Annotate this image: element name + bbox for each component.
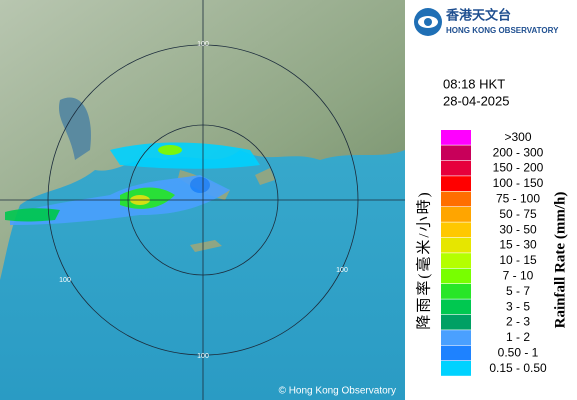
legend-label: 200 - 300 — [493, 145, 544, 159]
legend-title-zh: 降雨率(毫米/小時) — [414, 190, 432, 329]
legend-label: 50 - 75 — [499, 207, 537, 221]
legend-label: 75 - 100 — [496, 191, 540, 205]
logo — [414, 8, 442, 36]
ring-label: 100 — [197, 41, 209, 48]
legend-label: 10 - 15 — [499, 253, 537, 267]
legend-swatch — [441, 284, 471, 299]
legend-label: 0.15 - 0.50 — [489, 361, 547, 375]
ring-label: 100 — [197, 353, 209, 360]
legend-swatch — [441, 130, 471, 145]
legend-swatch — [441, 253, 471, 268]
legend-title-en: Rainfall Rate (mm/h) — [552, 192, 568, 329]
legend-swatch — [441, 268, 471, 284]
logo-en: HONG KONG OBSERVATORY — [446, 26, 559, 35]
date: 28-04-2025 — [443, 93, 510, 108]
legend-swatch — [441, 176, 471, 191]
legend-label: 3 - 5 — [506, 299, 530, 313]
credit: © Hong Kong Observatory — [279, 386, 396, 397]
legend-label: 30 - 50 — [499, 222, 537, 236]
legend-label: 1 - 2 — [506, 330, 530, 344]
legend-swatch — [441, 207, 471, 222]
legend-swatch — [441, 299, 471, 315]
legend-label: 2 - 3 — [506, 315, 530, 329]
legend-swatch — [441, 222, 471, 238]
range-rings — [0, 0, 405, 400]
legend-swatch — [441, 160, 471, 176]
legend-swatch — [441, 314, 471, 330]
legend-label: 100 - 150 — [493, 176, 544, 190]
legend-label: 0.50 - 1 — [498, 345, 539, 359]
ring-label: 100 — [59, 277, 71, 284]
ring-label: 100 — [336, 267, 348, 274]
legend-swatch — [441, 191, 471, 207]
legend-label: 7 - 10 — [503, 268, 534, 282]
legend-swatch — [441, 237, 471, 253]
logo-zh: 香港天文台 — [445, 7, 511, 22]
legend-label: 150 - 200 — [493, 161, 544, 175]
legend-swatch — [441, 330, 471, 345]
legend-label: 5 - 7 — [506, 284, 530, 298]
legend-label: >300 — [504, 130, 531, 144]
legend-swatch — [441, 145, 471, 161]
legend-swatch — [441, 345, 471, 361]
legend-label: 15 - 30 — [499, 238, 537, 252]
legend-swatch — [441, 361, 471, 376]
time: 08:18 HKT — [443, 76, 505, 91]
